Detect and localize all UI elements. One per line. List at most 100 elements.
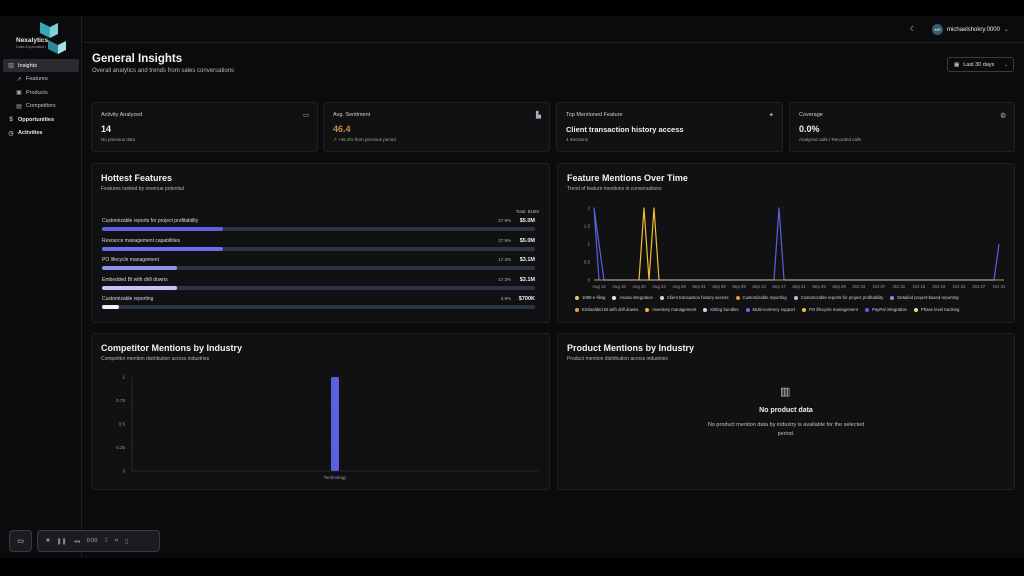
legend-item[interactable]: PO lifecycle management xyxy=(802,307,858,312)
y-tick-label: 0.75 xyxy=(116,398,125,403)
sidebar-item-products[interactable]: ▣ Products xyxy=(3,86,79,99)
x-tick-label: Sep 25 xyxy=(812,284,826,289)
feature-percent: 17.3% xyxy=(498,276,511,282)
legend-label: PO lifecycle management xyxy=(809,307,859,312)
feature-mentions-panel: Feature Mentions Over Time Trend of feat… xyxy=(557,163,1015,323)
legend-item[interactable]: Embedded BI with drill downs xyxy=(575,307,638,312)
feature-percent: 27.9% xyxy=(498,237,511,243)
legend-item[interactable]: Phase level tracking xyxy=(913,307,960,312)
date-range-label: Last 30 days xyxy=(963,61,995,68)
legend-item[interactable]: PayPal integration xyxy=(865,307,907,312)
feature-bar-fill xyxy=(102,285,177,290)
grid-icon[interactable]: ⁞⁞ xyxy=(104,538,108,544)
dollar-icon: $ xyxy=(9,116,13,123)
x-tick-label: Oct 19 xyxy=(933,284,946,289)
sidebar-item-label: Products xyxy=(26,89,48,96)
legend-item[interactable]: Asana integration xyxy=(612,295,653,300)
sidebar-item-features[interactable]: ↗ Features xyxy=(3,73,79,86)
legend-swatch xyxy=(575,295,579,300)
x-tick-label: Aug 24 xyxy=(652,284,666,289)
recording-time: 0:00 xyxy=(86,538,98,544)
x-tick-label: Oct 15 xyxy=(913,284,926,289)
feature-name: Customizable reports for project profita… xyxy=(102,218,199,224)
crop-icon[interactable]: ⌗ xyxy=(114,537,119,544)
feature-amount: $3.1M xyxy=(519,257,535,263)
legend-label: 1099 e-filing xyxy=(582,295,606,300)
calendar-icon: ▦ xyxy=(954,61,960,68)
panel-subtitle: Trend of feature mentions in conversatio… xyxy=(567,186,662,192)
empty-state-description: No product mention data by industry is a… xyxy=(707,422,865,437)
stat-card-activity: Activity Analyzed ▭ 14 No previous data xyxy=(91,102,318,152)
date-range-select[interactable]: ▦ Last 30 days ⌄ xyxy=(947,57,1014,72)
main-content: General Insights Overall analytics and t… xyxy=(83,44,1024,558)
series-line xyxy=(638,207,660,281)
legend-label: Phase level tracking xyxy=(920,307,960,312)
user-menu[interactable]: MS michaelshokry.0000 ⌄ xyxy=(932,24,1009,35)
legend-item[interactable]: Customizable reporting xyxy=(735,295,787,300)
legend-swatch xyxy=(913,307,918,312)
logo-icon xyxy=(40,22,66,54)
legend-swatch xyxy=(793,295,798,300)
legend-item[interactable]: Multi-currency support xyxy=(745,307,795,312)
username: michaelshokry.0000 xyxy=(947,26,1000,33)
legend-item[interactable]: Kitting bundles xyxy=(703,307,739,312)
legend-swatch xyxy=(745,307,750,312)
legend-swatch xyxy=(890,295,895,300)
legend-swatch xyxy=(659,295,664,300)
feature-bar-track xyxy=(102,227,535,231)
stat-note: No previous data xyxy=(101,137,136,142)
theme-toggle-moon-icon[interactable]: ☾ xyxy=(910,26,917,33)
feature-percent: 17.3% xyxy=(498,257,511,262)
legend-item[interactable]: Customizable reports for project profita… xyxy=(793,295,883,300)
sidebar-item-opportunities[interactable]: $ Opportunities xyxy=(3,113,79,126)
sidebar-item-competitors[interactable]: ▤ Competitors xyxy=(3,100,79,113)
sidebar-item-activities[interactable]: ◷ Activities xyxy=(3,127,79,140)
sidebar-item-label: Insights xyxy=(18,62,37,69)
sidebar-item-insights[interactable]: ▥ Insights xyxy=(3,59,79,72)
trend-icon: ↗ xyxy=(16,76,22,83)
stat-value: 0.0% xyxy=(799,124,820,134)
x-tick-label: Oct 31 xyxy=(993,284,1006,289)
feature-amount: $3.1M xyxy=(519,276,535,283)
feature-row: Embedded BI with drill downs 17.3% $3.1M xyxy=(102,277,535,292)
legend-item[interactable]: Client transaction history access xyxy=(659,295,729,300)
x-tick-label: Aug 20 xyxy=(632,284,646,289)
globe-icon: ◍ xyxy=(1000,112,1006,119)
clock-icon: ◷ xyxy=(8,130,14,137)
panel-title: Competitor Mentions by Industry xyxy=(101,343,243,353)
stat-note-text: from previous period xyxy=(354,137,396,142)
feature-amount: $700K xyxy=(518,296,535,302)
stat-delta: ↗ +46.4% xyxy=(333,137,354,142)
chevron-down-icon: ⌄ xyxy=(1003,61,1008,68)
feature-bar-fill xyxy=(102,266,177,270)
chart-legend: 1099 e-filing Asana integration Client tra… xyxy=(575,295,1015,319)
top-bar: ☾ MS michaelshokry.0000 ⌄ xyxy=(83,16,1024,43)
x-tick-label: Sep 05 xyxy=(712,284,726,289)
y-tick-label: 0.25 xyxy=(116,445,125,450)
camera-toggle-button[interactable]: ▭ xyxy=(9,530,32,552)
feature-name: Resource management capabilities xyxy=(102,237,181,244)
feature-name: Customizable reporting xyxy=(102,296,154,302)
feature-percent: 27.9% xyxy=(498,218,511,223)
legend-swatch xyxy=(612,295,617,300)
trash-icon[interactable]: ▯ xyxy=(125,538,129,545)
stat-card-sentiment: Avg. Sentiment ▙ 46.4 ↗ +46.4% from prev… xyxy=(323,102,550,152)
feature-name: Embedded BI with drill downs xyxy=(102,276,168,283)
product-mentions-panel: Product Mentions by Industry Product men… xyxy=(557,333,1015,490)
x-tick-label: Sep 21 xyxy=(792,284,806,289)
feature-bar-track xyxy=(102,285,535,290)
pause-icon[interactable]: ❚❚ xyxy=(56,538,67,545)
legend-item[interactable]: Inventory management xyxy=(645,307,696,312)
stop-icon[interactable]: ■ xyxy=(46,538,50,544)
stat-note: 4 mentions xyxy=(566,137,589,142)
legend-item[interactable]: 1099 e-filing xyxy=(575,295,605,300)
legend-item[interactable]: Detailed project-based reporting xyxy=(890,295,958,300)
feature-percent: 3.9% xyxy=(500,296,511,301)
rewind-icon[interactable]: ◂◂ xyxy=(73,538,80,545)
x-tick-label: Oct 07 xyxy=(873,284,886,289)
y-tick-label: 1 xyxy=(122,375,125,380)
feature-bar-fill xyxy=(102,246,223,251)
panel-subtitle: Features ranked by revenue potential xyxy=(101,186,184,192)
feature-row: Customizable reporting 3.9% $700K xyxy=(102,296,535,311)
x-tick-label: Sep 09 xyxy=(732,284,746,289)
